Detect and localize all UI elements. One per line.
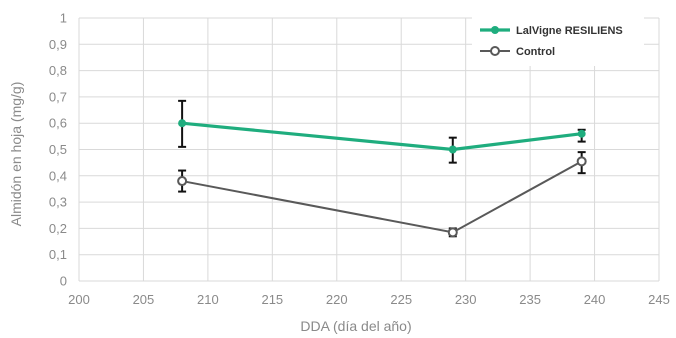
data-point — [177, 176, 188, 187]
data-point — [447, 227, 458, 238]
data-point — [448, 145, 457, 154]
legend-item: Control — [480, 46, 555, 58]
y-tick-label: 0,8 — [49, 63, 67, 78]
x-tick-label: 245 — [648, 292, 670, 307]
x-axis-title: DDA (día del año) — [300, 318, 411, 334]
series-line — [181, 160, 583, 234]
legend-box — [472, 17, 644, 66]
legend: LalVigne RESILIENS Control — [472, 17, 644, 66]
x-tick-label: 220 — [326, 292, 348, 307]
y-tick-label: 1 — [60, 11, 67, 26]
x-tick-label: 210 — [197, 292, 219, 307]
x-tick-label: 200 — [68, 292, 90, 307]
series-lalvigne-resiliens — [178, 99, 586, 164]
legend-label: Control — [516, 46, 555, 58]
y-tick-label: 0,9 — [49, 37, 67, 52]
x-tick-label: 240 — [584, 292, 606, 307]
x-tick-label: 230 — [455, 292, 477, 307]
y-axis-ticks: 0 0,1 0,2 0,3 0,4 0,5 0,6 0,7 0,8 0,9 1 — [49, 11, 67, 289]
y-axis-title: Almidón en hoja (mg/g) — [8, 82, 24, 227]
x-tick-label: 205 — [133, 292, 155, 307]
legend-marker — [491, 26, 499, 34]
x-axis-ticks: 200 205 210 215 220 225 230 235 240 245 — [68, 292, 670, 307]
x-tick-label: 225 — [390, 292, 412, 307]
y-tick-label: 0,1 — [49, 247, 67, 262]
data-point — [178, 119, 187, 128]
grid — [78, 17, 660, 282]
legend-label: LalVigne RESILIENS — [516, 25, 623, 37]
y-tick-label: 0,5 — [49, 142, 67, 157]
y-tick-label: 0,4 — [49, 168, 67, 183]
legend-item: LalVigne RESILIENS — [480, 25, 623, 37]
plot-series — [177, 99, 587, 238]
y-tick-label: 0,2 — [49, 221, 67, 236]
series-control — [177, 151, 587, 238]
y-tick-label: 0,7 — [49, 89, 67, 104]
x-tick-label: 235 — [519, 292, 541, 307]
legend-marker — [490, 46, 500, 56]
y-tick-label: 0,6 — [49, 116, 67, 131]
series-line — [181, 121, 582, 152]
y-tick-label: 0,3 — [49, 195, 67, 210]
y-tick-label: 0 — [60, 274, 67, 289]
data-point — [577, 129, 586, 138]
x-tick-label: 215 — [261, 292, 283, 307]
data-point — [576, 156, 587, 167]
